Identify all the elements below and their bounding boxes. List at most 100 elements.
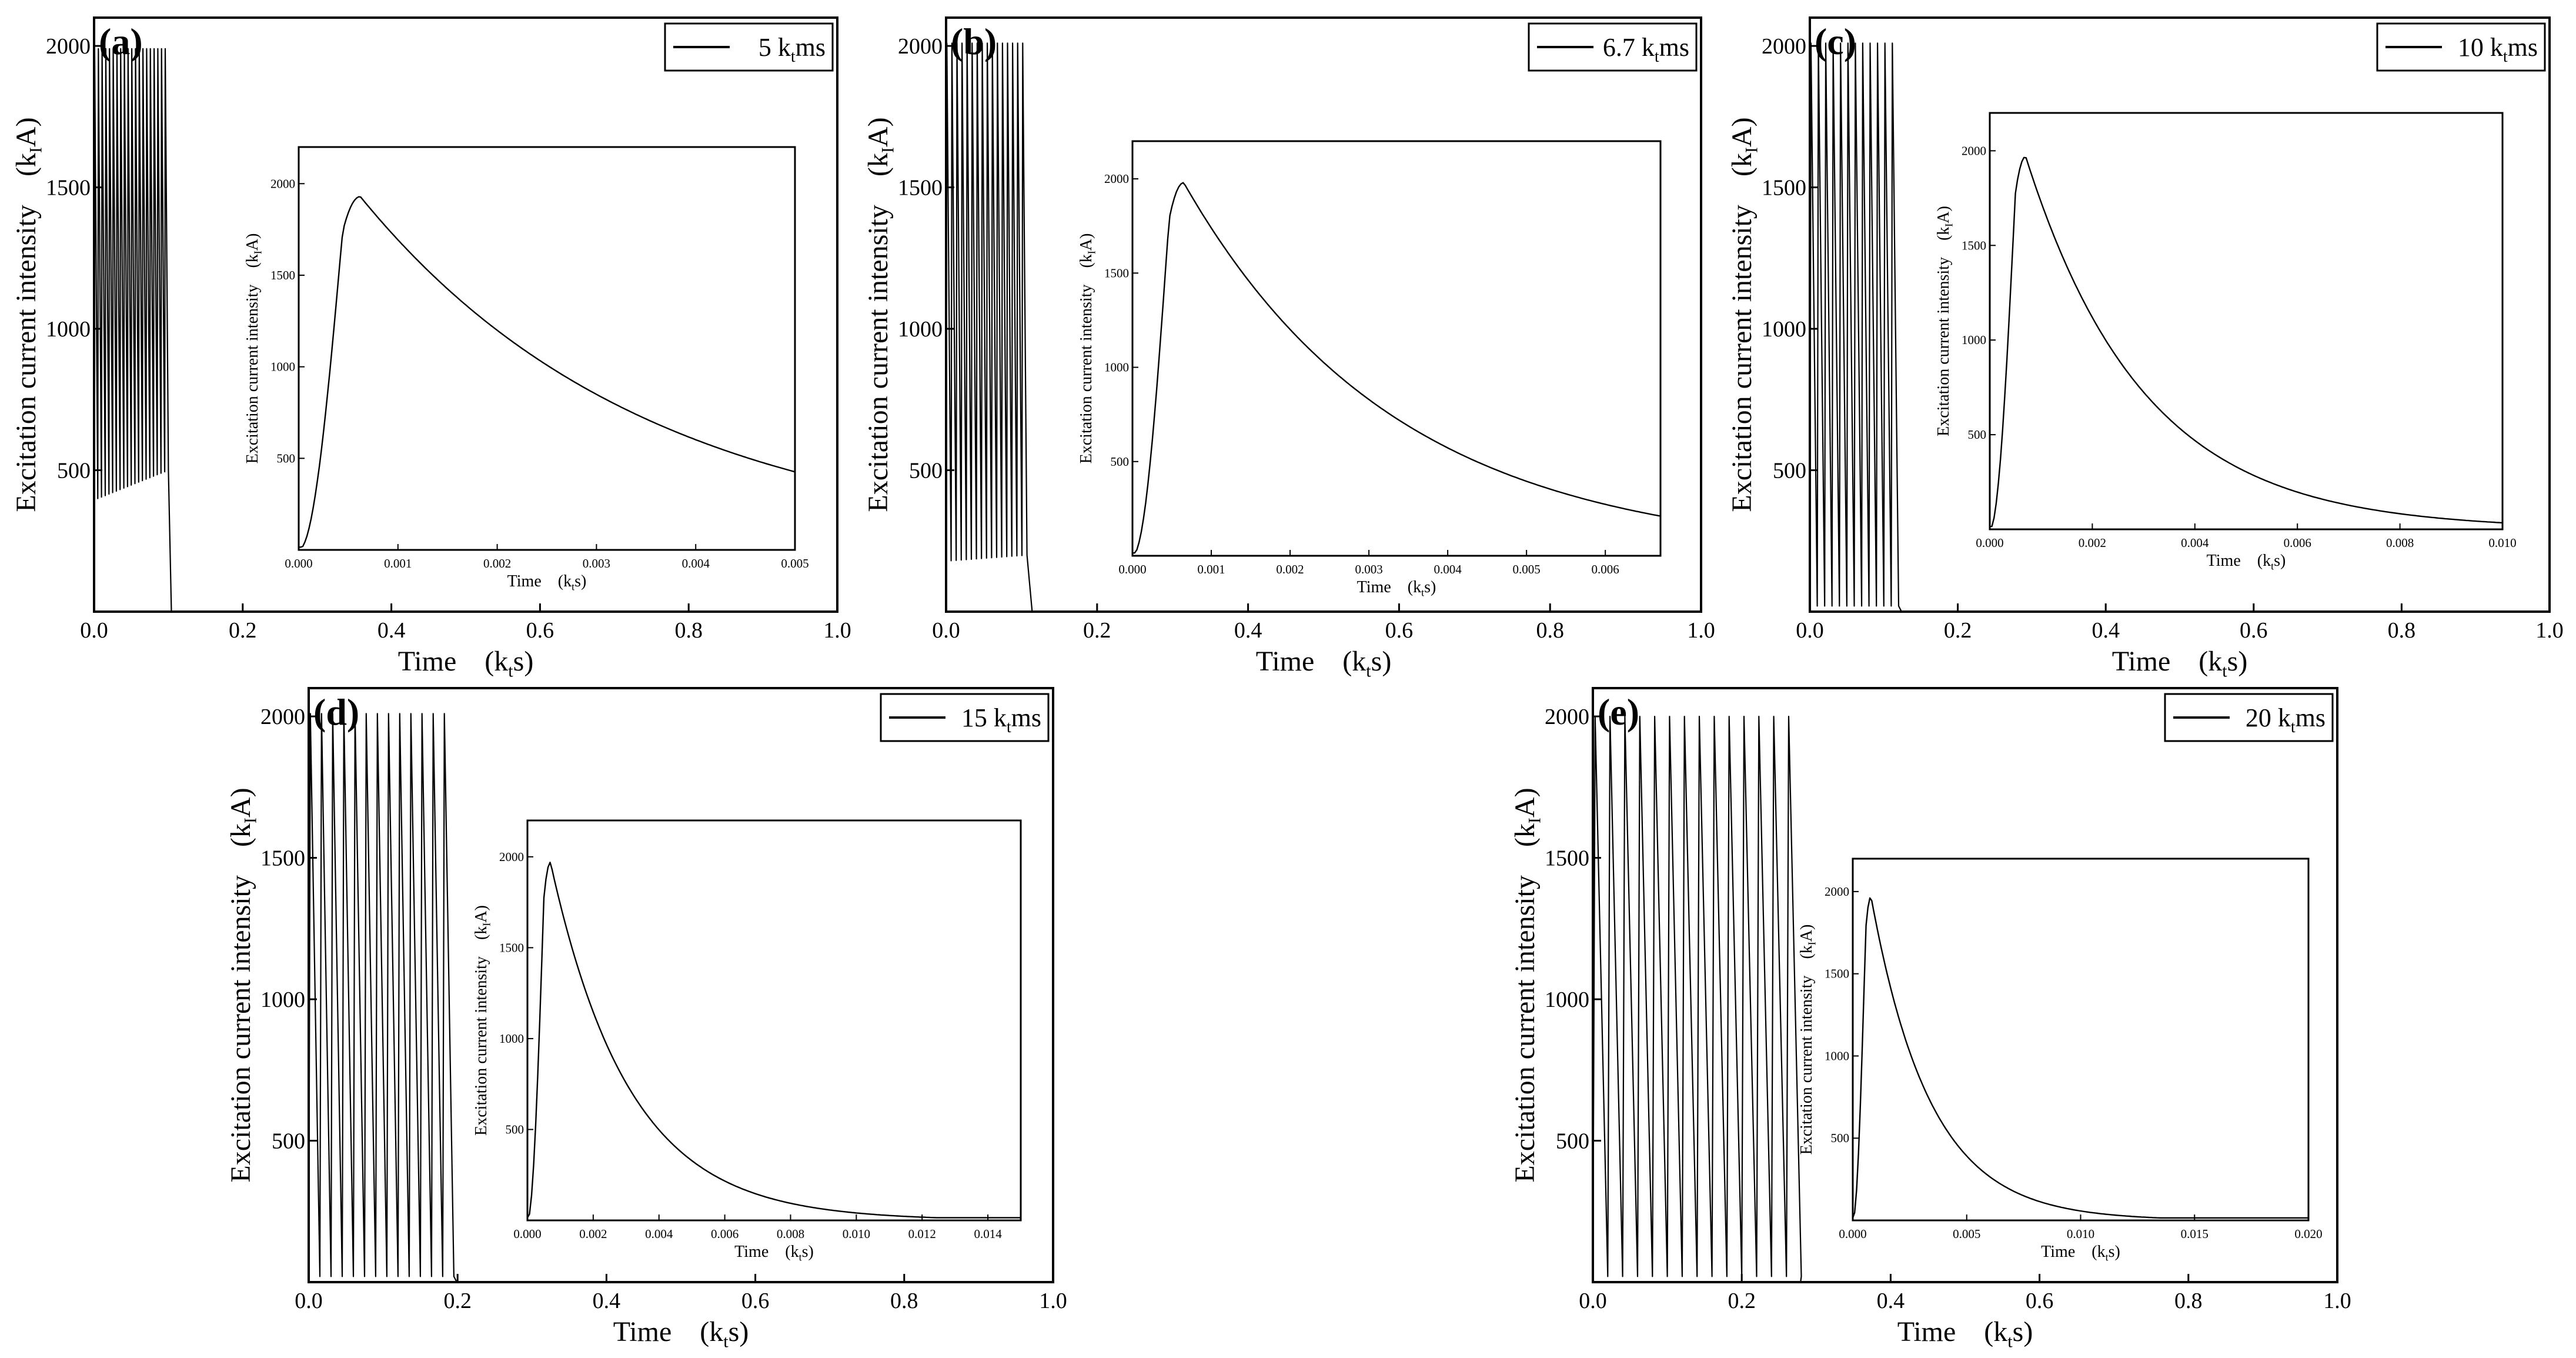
inset-chart: 0.000 0.002 0.004 0.006 0.008 0.010 500 1000 150… bbox=[1934, 112, 2517, 572]
inset-y-tick-label: 1000 bbox=[499, 1032, 524, 1046]
series-line bbox=[1592, 716, 2337, 1283]
inset-x-tick-label: 0.006 bbox=[1592, 562, 1619, 576]
x-axis-title: Time (kts) bbox=[1256, 646, 1392, 681]
inset-frame bbox=[1989, 112, 2504, 530]
inset-series-line bbox=[1989, 156, 2503, 528]
y-tick-label: 1500 bbox=[260, 846, 305, 871]
inset-x-axis-title: Time (kts) bbox=[507, 572, 587, 592]
inset-x-tick-label: 0.006 bbox=[2284, 536, 2311, 550]
legend-label: 5 ktms bbox=[759, 33, 826, 66]
y-tick-label: 1000 bbox=[46, 317, 91, 342]
inset-x-tick-label: 0.008 bbox=[2386, 536, 2414, 550]
inset-x-tick-label: 0.000 bbox=[285, 556, 312, 570]
x-tick-label: 0.2 bbox=[229, 618, 257, 643]
inset-y-tick-label: 2000 bbox=[1962, 144, 1986, 158]
inset-chart: 0.000 0.001 0.002 0.003 0.004 0.005 0.006 500 10… bbox=[1077, 140, 1662, 598]
inset-y-axis-title: Excitation current intensity (kIA) bbox=[1077, 233, 1097, 464]
y-tick-label: 2000 bbox=[260, 705, 305, 729]
y-axis-title: Excitation current intensity (kIA) bbox=[863, 117, 898, 512]
series-line bbox=[945, 42, 1701, 613]
x-tick-label: 0.4 bbox=[593, 1289, 621, 1313]
inset-y-tick-label: 2000 bbox=[1104, 172, 1129, 186]
x-tick-label: 0.8 bbox=[2174, 1289, 2203, 1313]
inset-x-tick-label: 0.002 bbox=[483, 556, 511, 570]
y-tick-label: 500 bbox=[1556, 1129, 1589, 1154]
legend: 10 ktms bbox=[2376, 22, 2546, 72]
inset-x-tick-label: 0.002 bbox=[1276, 562, 1304, 576]
x-tick-label: 0.0 bbox=[1796, 618, 1824, 643]
inset-x-tick-label: 0.000 bbox=[1118, 562, 1146, 576]
inset-y-tick-label: 2000 bbox=[1825, 885, 1849, 899]
y-tick-label: 500 bbox=[272, 1129, 305, 1154]
y-tick-label: 2000 bbox=[1545, 705, 1589, 729]
inset-y-tick-label: 500 bbox=[277, 451, 296, 465]
x-tick-label: 0.0 bbox=[1579, 1289, 1607, 1313]
x-tick-label: 0.4 bbox=[2091, 618, 2120, 643]
y-axis-title: Excitation current intensity (kIA) bbox=[1509, 788, 1545, 1182]
y-tick-label: 1000 bbox=[260, 987, 305, 1012]
inset-y-tick-label: 500 bbox=[1111, 455, 1130, 469]
x-tick-label: 0.6 bbox=[741, 1289, 770, 1313]
inset-x-axis-title: Time (kts) bbox=[1357, 578, 1436, 598]
legend-label: 6.7 ktms bbox=[1603, 33, 1689, 66]
series-line bbox=[1809, 42, 2550, 613]
inset-x-tick-label: 0.000 bbox=[1976, 536, 2003, 550]
inset-x-tick-label: 0.000 bbox=[1839, 1227, 1866, 1241]
inset-x-tick-label: 0.014 bbox=[974, 1227, 1002, 1241]
inset-x-tick-label: 0.008 bbox=[777, 1227, 804, 1241]
inset-x-tick-label: 0.010 bbox=[2067, 1227, 2094, 1241]
inset-x-tick-label: 0.001 bbox=[1197, 562, 1225, 576]
panel-label: (c) bbox=[1815, 21, 1856, 62]
inset-series-line bbox=[1852, 897, 2308, 1219]
inset-x-tick-label: 0.005 bbox=[1513, 562, 1541, 576]
inset-y-tick-label: 1000 bbox=[1825, 1049, 1849, 1063]
x-tick-label: 0.6 bbox=[2026, 1289, 2054, 1313]
legend-label: 10 ktms bbox=[2458, 33, 2538, 66]
x-tick-label: 1.0 bbox=[1039, 1289, 1067, 1313]
x-tick-label: 1.0 bbox=[823, 618, 851, 643]
x-tick-label: 0.6 bbox=[2240, 618, 2268, 643]
inset-x-tick-label: 0.004 bbox=[645, 1227, 673, 1241]
x-tick-label: 0.4 bbox=[1234, 618, 1262, 643]
inset-y-tick-label: 1000 bbox=[1104, 361, 1129, 375]
panel-c: 0.0 0.2 0.4 0.6 0.8 1.0 500 1000 1500 2000 Time (k… bbox=[1726, 16, 2564, 681]
y-tick-label: 1500 bbox=[898, 176, 943, 201]
y-tick-label: 2000 bbox=[898, 34, 943, 59]
panel-e: 0.0 0.2 0.4 0.6 0.8 1.0 500 1000 1500 2000 Time (k… bbox=[1509, 687, 2351, 1352]
x-tick-label: 1.0 bbox=[2323, 1289, 2351, 1313]
inset-y-tick-label: 1000 bbox=[270, 360, 295, 374]
inset-y-tick-label: 1500 bbox=[1825, 967, 1849, 981]
panel-label: (e) bbox=[1598, 691, 1639, 733]
legend-label: 15 ktms bbox=[961, 703, 1041, 736]
y-axis-title: Excitation current intensity (kIA) bbox=[11, 117, 46, 512]
y-tick-label: 500 bbox=[1773, 459, 1806, 483]
inset-y-tick-label: 1500 bbox=[270, 268, 295, 282]
x-tick-label: 0.4 bbox=[1877, 1289, 1905, 1313]
inset-y-tick-label: 500 bbox=[1968, 428, 1987, 442]
legend: 20 ktms bbox=[2164, 693, 2334, 742]
x-tick-label: 0.2 bbox=[443, 1289, 472, 1313]
x-axis-title: Time (kts) bbox=[613, 1316, 749, 1352]
x-tick-label: 0.8 bbox=[1536, 618, 1564, 643]
inset-y-tick-label: 1000 bbox=[1962, 333, 1986, 347]
y-tick-label: 1000 bbox=[1545, 987, 1589, 1012]
x-axis-title: Time (kts) bbox=[2112, 646, 2248, 681]
legend: 6.7 ktms bbox=[1528, 22, 1698, 72]
x-tick-label: 0.4 bbox=[377, 618, 406, 643]
y-tick-label: 1500 bbox=[46, 176, 91, 201]
inset-x-tick-label: 0.012 bbox=[908, 1227, 936, 1241]
legend-box bbox=[880, 693, 1050, 742]
x-tick-label: 0.8 bbox=[674, 618, 703, 643]
inset-y-tick-label: 1500 bbox=[499, 940, 524, 955]
inset-y-tick-label: 1500 bbox=[1104, 266, 1129, 280]
inset-x-tick-label: 0.020 bbox=[2294, 1227, 2322, 1241]
inset-chart: 0.000 0.005 0.010 0.015 0.020 500 1000 1500 2000… bbox=[1797, 857, 2323, 1263]
series-line bbox=[93, 48, 837, 613]
y-tick-label: 1000 bbox=[1762, 317, 1806, 342]
inset-x-tick-label: 0.003 bbox=[583, 556, 610, 570]
x-axis-title: Time (kts) bbox=[398, 646, 534, 681]
inset-x-tick-label: 0.002 bbox=[2079, 536, 2106, 550]
y-tick-label: 2000 bbox=[1762, 34, 1806, 59]
inset-y-tick-label: 500 bbox=[506, 1122, 524, 1136]
